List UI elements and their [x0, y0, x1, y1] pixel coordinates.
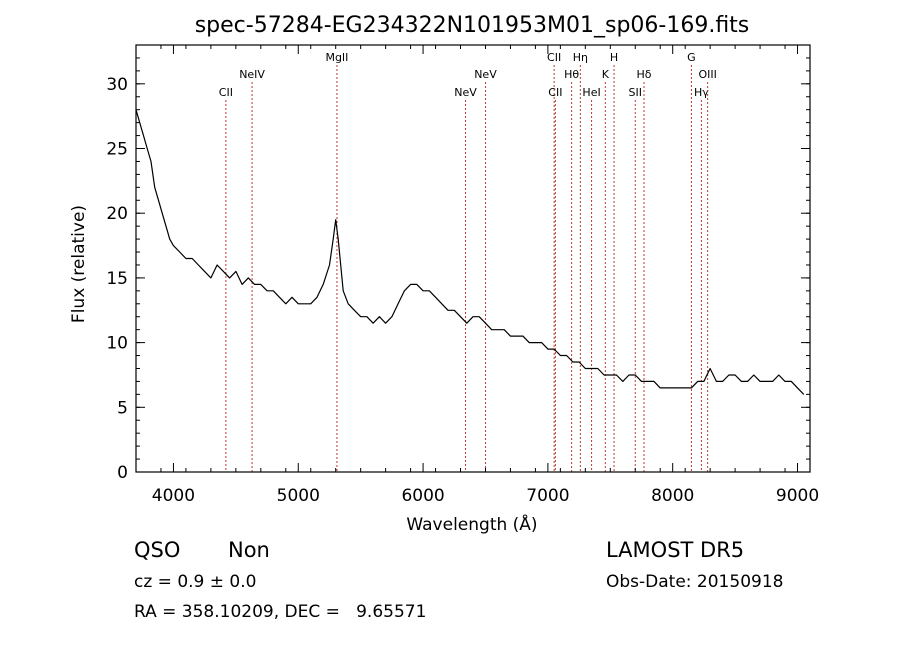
x-tick-label: 8000	[651, 486, 694, 506]
spectral-line-markers: CIINeIVMgIINeVNeVCIICIIHθHηHeIKHSIIHδGHγ…	[219, 51, 717, 472]
x-tick-label: 5000	[277, 486, 320, 506]
x-tick-label: 6000	[401, 486, 444, 506]
y-tick-label: 15	[106, 269, 128, 289]
y-tick-label: 20	[106, 204, 128, 224]
spectral-line-label: Hθ	[564, 68, 579, 81]
plot-frame	[135, 44, 811, 473]
spectral-line-label: CII	[548, 86, 562, 99]
object-subclass: Non	[228, 538, 270, 562]
spectrum-series	[135, 109, 805, 395]
spectral-line-label: NeV	[474, 68, 497, 81]
spectral-line-label: SII	[629, 86, 642, 99]
spectral-line-label: MgII	[325, 51, 348, 64]
spectral-line-label: CII	[547, 51, 561, 64]
redshift-cz: cz = 0.9 ± 0.0	[134, 572, 257, 592]
spectral-line-label: H	[610, 51, 618, 64]
observation-date: Obs-Date: 20150918	[606, 572, 784, 592]
tick-labels: 4000 5000 6000 7000 8000 9000 0 5 10 15 20 25 30	[106, 44, 819, 506]
y-tick-label: 5	[117, 398, 128, 418]
y-tick-label: 10	[106, 334, 128, 354]
spectral-line-label: Hη	[573, 51, 588, 64]
x-axis-label: Wavelength (Å)	[406, 513, 537, 535]
spectral-line-label: Hγ	[694, 86, 709, 99]
y-tick-label: 30	[106, 75, 128, 95]
axes	[135, 44, 811, 473]
spectral-line-label: HeI	[582, 86, 600, 99]
y-axis-label: Flux (relative)	[69, 205, 89, 323]
coordinates: RA = 358.10209, DEC = 9.65571	[134, 602, 427, 622]
y-tick-label: 0	[117, 463, 128, 483]
spectrum-line	[135, 109, 805, 395]
object-class: QSO	[134, 538, 181, 562]
spectral-line-label: OIII	[698, 68, 716, 81]
x-tick-label: 7000	[526, 486, 569, 506]
x-tick-label: 4000	[152, 486, 195, 506]
spectral-line-label: NeIV	[239, 68, 265, 81]
spectral-line-label: K	[602, 68, 610, 81]
chart-title: spec-57284-EG234322N101953M01_sp06-169.f…	[195, 13, 750, 38]
spectral-line-label: G	[687, 51, 696, 64]
survey-name: LAMOST DR5	[606, 538, 745, 562]
spectral-line-label: NeV	[454, 86, 477, 99]
spectral-line-label: CII	[219, 86, 233, 99]
spectral-line-label: Hδ	[636, 68, 651, 81]
y-tick-label: 25	[106, 140, 128, 160]
x-tick-label: 9000	[776, 486, 819, 506]
